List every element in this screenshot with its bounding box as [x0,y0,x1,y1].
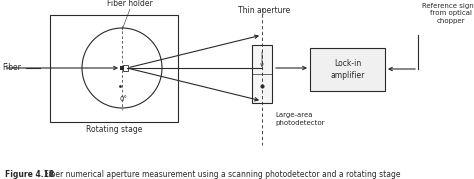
Bar [252,45,272,103]
Text: Fiber numerical aperture measurement using a scanning photodetector and a rotati: Fiber numerical aperture measurement usi… [42,170,401,179]
Bar [123,65,128,71]
Text: Reference signal
from optical
chopper: Reference signal from optical chopper [422,3,474,24]
Text: 0°: 0° [120,96,128,102]
Text: Figure 4.18: Figure 4.18 [5,170,54,179]
Text: Thin aperture: Thin aperture [238,6,290,15]
Bar [50,15,178,122]
Text: Large-area
photodetector: Large-area photodetector [275,112,325,125]
Text: Rotating stage: Rotating stage [86,125,142,134]
Text: Fiber holder: Fiber holder [107,0,153,8]
Text: Fiber: Fiber [2,64,21,72]
Bar [310,48,385,91]
Text: Lock-in
amplifier: Lock-in amplifier [330,59,365,80]
